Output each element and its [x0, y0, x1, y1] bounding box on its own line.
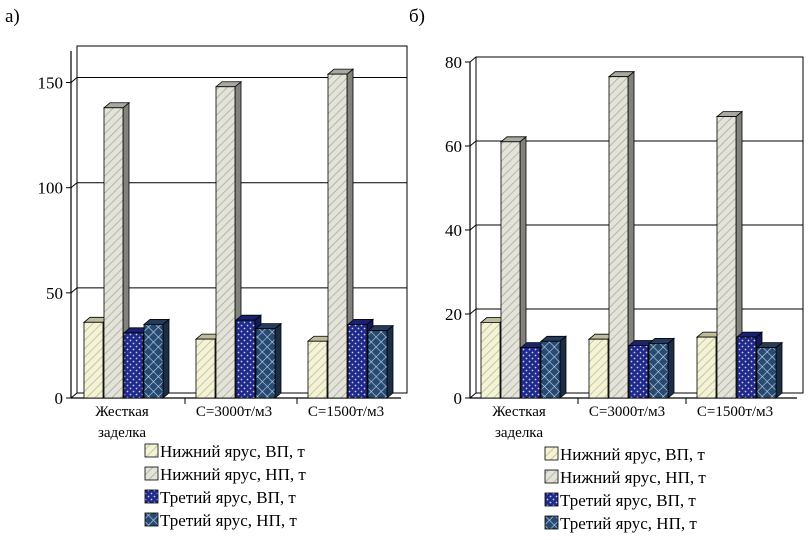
- legend-label-0-0: Нижний ярус, ВП, т: [160, 442, 305, 461]
- bar-b-0-1: [500, 141, 521, 399]
- category-label-a-1-0: С=3000т/м3: [196, 404, 272, 420]
- legend-swatch-1-3: [544, 515, 559, 530]
- gridline-depth-b-60: [469, 140, 477, 147]
- category-label-b-0-1: заделка: [495, 425, 543, 441]
- bar-a-1-3: [255, 328, 276, 399]
- floor-corner-a: [70, 392, 78, 399]
- legend-label-1-2: Третий ярус, ВП, т: [560, 491, 696, 510]
- panel-label-a: а): [5, 6, 20, 27]
- bar-side-b-1-3: [667, 337, 675, 399]
- legend-swatch-1-1: [544, 469, 559, 484]
- bar-side-a-2-3: [386, 324, 394, 399]
- bar-side-a-1-3: [274, 322, 282, 399]
- gridline-depth-a-100: [70, 182, 78, 189]
- legend-label-0-1: Нижний ярус, НП, т: [160, 465, 306, 484]
- bar-b-0-0: [480, 321, 501, 399]
- legend-swatch-0-0: [144, 443, 159, 458]
- gridline-depth-b-80: [469, 56, 477, 63]
- bar-a-1-1: [215, 86, 236, 399]
- bar-b-2-2: [736, 336, 757, 399]
- ytick-label-b-60: 60: [445, 137, 462, 156]
- legend-swatch-0-2: [144, 489, 159, 504]
- bar-b-1-2: [628, 345, 649, 399]
- ytick-label-a-0: 0: [55, 389, 64, 408]
- bar-b-1-1: [608, 76, 629, 399]
- bar-b-1-0: [588, 338, 609, 399]
- bar-a-0-3: [143, 323, 164, 399]
- category-label-a-0-1: заделка: [98, 425, 146, 441]
- bar-a-0-0: [83, 321, 104, 399]
- legend-swatch-1-0: [544, 446, 559, 461]
- legend-swatch-0-1: [144, 466, 159, 481]
- category-label-b-0-0: Жесткая: [492, 404, 546, 420]
- bar-b-2-3: [756, 347, 777, 399]
- panel-label-b: б): [409, 6, 425, 27]
- bar-a-1-2: [235, 319, 256, 399]
- category-label-b-2-0: С=1500т/м3: [697, 404, 773, 420]
- category-label-a-0-0: Жесткая: [95, 404, 149, 420]
- bar-b-0-2: [520, 347, 541, 399]
- ytick-label-b-40: 40: [445, 221, 462, 240]
- bar-a-2-2: [347, 323, 368, 399]
- legend-swatch-0-3: [144, 512, 159, 527]
- chart-panel-a: 0 50 100 150 Жесткая заделка С=3000т/м3 С=1500т…: [38, 45, 408, 441]
- ytick-label-a-50: 50: [46, 284, 63, 303]
- chart-panel-b: 0 20 40 60 80 Жесткая заделка С=3000т/м3 С=1500т…: [445, 53, 804, 441]
- legend-label-1-0: Нижний ярус, ВП, т: [560, 445, 705, 464]
- legend-panel-b: Нижний ярус, ВП, т Нижний ярус, НП, т Трет…: [544, 445, 706, 533]
- bar-b-2-1: [716, 116, 737, 399]
- ytick-label-b-20: 20: [445, 305, 462, 324]
- ytick-label-b-80: 80: [445, 53, 462, 72]
- category-label-a-2-0: С=1500т/м3: [308, 404, 384, 420]
- legend-swatch-1-2: [544, 492, 559, 507]
- bar-a-2-1: [327, 73, 348, 399]
- legend-panel-a: Нижний ярус, ВП, т Нижний ярус, НП, т Трет…: [144, 442, 306, 530]
- floor-corner-b: [469, 392, 477, 399]
- gridline-depth-b-40: [469, 224, 477, 231]
- ytick-label-a-150: 150: [38, 74, 64, 93]
- bar-side-a-0-3: [162, 318, 170, 399]
- bar-a-2-0: [307, 340, 328, 399]
- legend-label-1-3: Третий ярус, НП, т: [560, 514, 697, 533]
- ytick-label-b-0: 0: [454, 389, 463, 408]
- bar-a-0-2: [123, 332, 144, 399]
- gridline-depth-a-150: [70, 77, 78, 83]
- bar-a-2-3: [367, 330, 388, 399]
- gridline-depth-b-20: [469, 308, 477, 315]
- bar-b-2-0: [696, 336, 717, 399]
- bar-side-b-0-3: [559, 335, 567, 399]
- bar-a-0-1: [103, 107, 124, 399]
- category-label-b-1-0: С=3000т/м3: [589, 404, 665, 420]
- bar-side-b-2-3: [775, 341, 783, 399]
- gridline-depth-a-50: [70, 287, 78, 294]
- bar-b-1-3: [648, 342, 669, 399]
- bar-a-1-0: [195, 338, 216, 399]
- legend-label-1-1: Нижний ярус, НП, т: [560, 468, 706, 487]
- bar-b-0-3: [540, 340, 561, 399]
- legend-label-0-3: Третий ярус, НП, т: [160, 511, 297, 530]
- ytick-label-a-100: 100: [38, 179, 64, 198]
- legend-label-0-2: Третий ярус, ВП, т: [160, 488, 296, 507]
